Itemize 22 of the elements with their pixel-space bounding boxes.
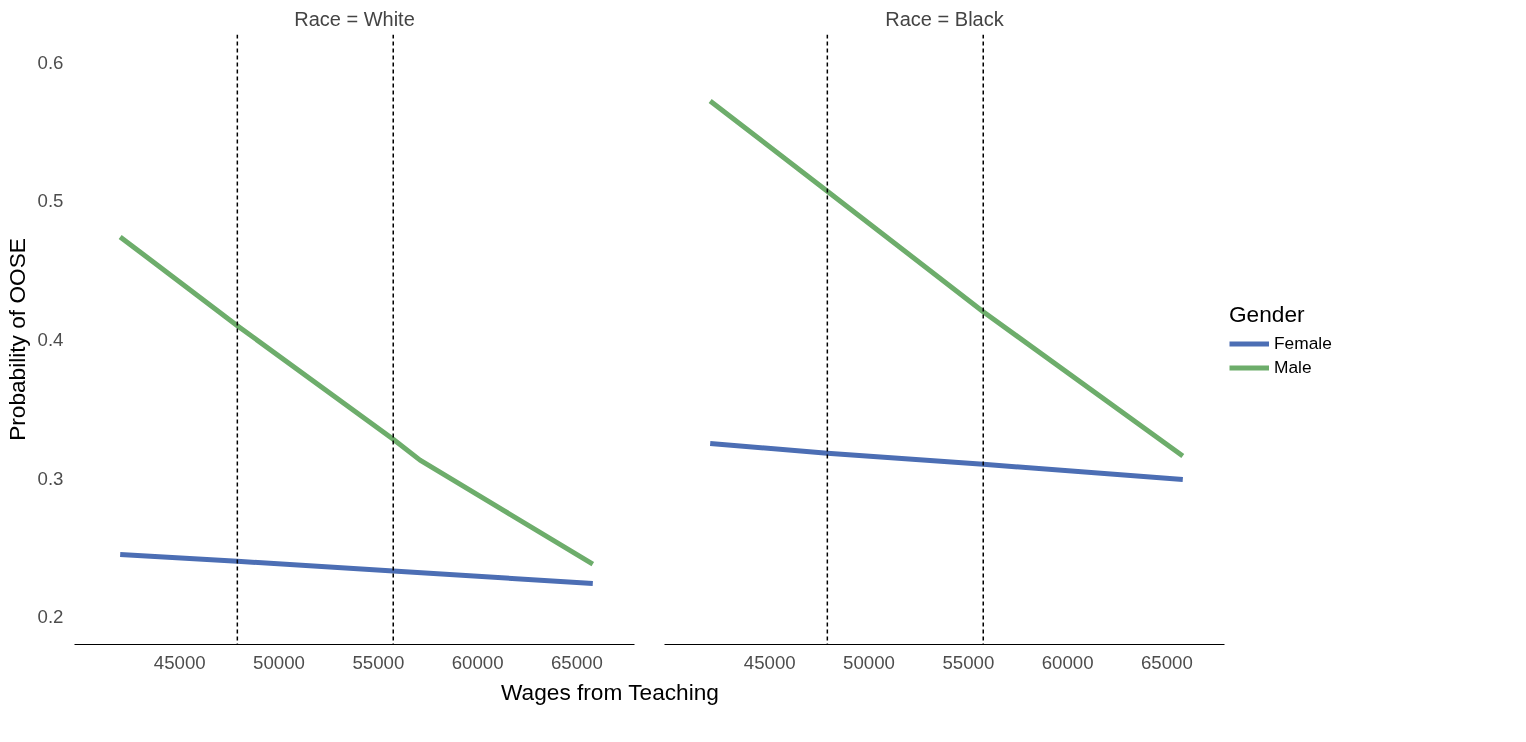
legend-label: Male	[1274, 356, 1312, 378]
x-tick-label: 65000	[1140, 651, 1193, 673]
x-tick-label: 50000	[843, 651, 895, 673]
x-tick-label: 55000	[352, 651, 405, 673]
x-axis-title: Wages from Teaching	[501, 678, 719, 707]
x-tick-label: 60000	[1041, 651, 1094, 673]
y-tick-label: 0.4	[37, 329, 64, 350]
y-tick-label: 0.2	[37, 606, 64, 628]
chart-title: Race = Black	[885, 7, 1005, 30]
x-tick-label: 60000	[451, 651, 504, 673]
y-tick-label: 0.5	[37, 190, 64, 212]
y-tick-label: 0.6	[37, 51, 64, 73]
y-tick-label: 0.3	[37, 467, 64, 489]
x-tick-label: 45000	[743, 651, 796, 673]
x-tick-label: 50000	[253, 651, 305, 673]
x-tick-label: 45000	[153, 651, 206, 673]
legend-title: Gender	[1229, 300, 1306, 328]
chart-title: Race = White	[294, 7, 415, 30]
x-tick-label: 55000	[942, 651, 995, 673]
x-tick-label: 65000	[550, 651, 603, 673]
y-axis-title: Probability of OOSE	[3, 238, 30, 441]
legend-label: Female	[1274, 332, 1332, 354]
